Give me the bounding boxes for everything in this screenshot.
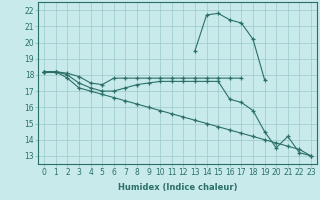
X-axis label: Humidex (Indice chaleur): Humidex (Indice chaleur) [118, 183, 237, 192]
